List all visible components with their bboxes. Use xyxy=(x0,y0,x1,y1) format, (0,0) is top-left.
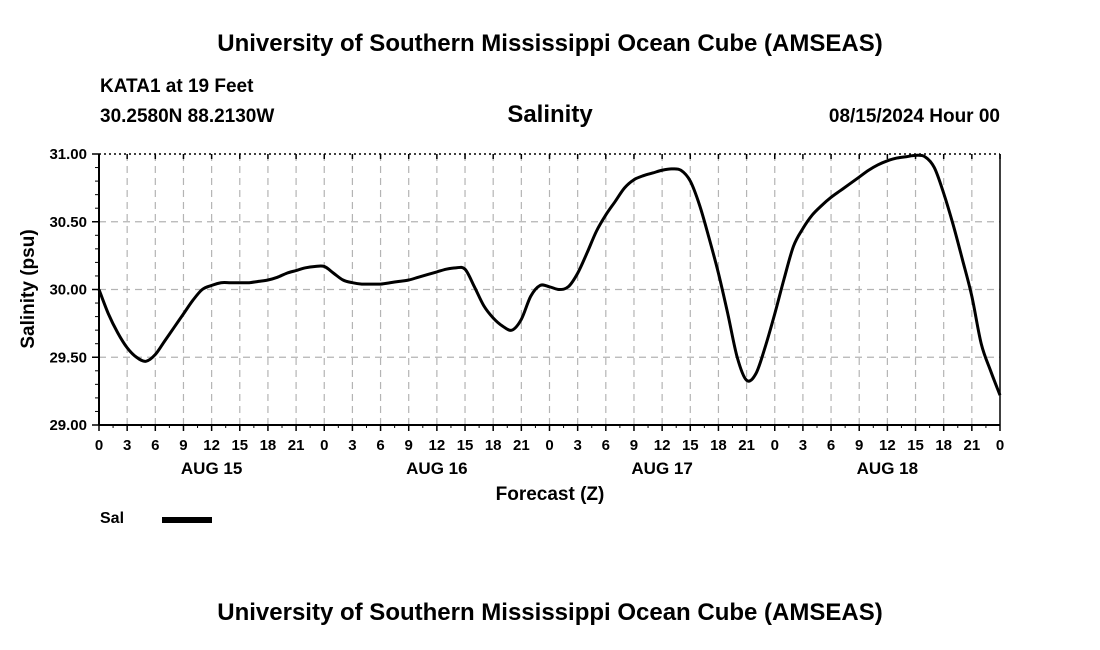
x-tick-label: 12 xyxy=(429,437,446,454)
station-coordinates: 30.2580N 88.2130W xyxy=(100,106,275,127)
y-tick-label: 31.00 xyxy=(49,146,87,163)
x-tick-label: 21 xyxy=(288,437,305,454)
x-tick-label: 9 xyxy=(855,437,863,454)
x-tick-label: 21 xyxy=(513,437,530,454)
station-label: KATA1 at 19 Feet xyxy=(100,76,254,97)
x-tick-label: 18 xyxy=(485,437,502,454)
x-tick-label: 3 xyxy=(348,437,356,454)
x-tick-label: 15 xyxy=(907,437,924,454)
x-tick-label: 9 xyxy=(630,437,638,454)
x-tick-label: 9 xyxy=(405,437,413,454)
day-label: AUG 18 xyxy=(857,459,918,478)
x-tick-label: 0 xyxy=(545,437,553,454)
x-tick-label: 3 xyxy=(799,437,807,454)
x-tick-label: 12 xyxy=(879,437,896,454)
x-tick-label: 6 xyxy=(151,437,159,454)
x-tick-label: 6 xyxy=(827,437,835,454)
x-tick-label: 0 xyxy=(95,437,103,454)
x-tick-label: 21 xyxy=(738,437,755,454)
x-tick-label: 18 xyxy=(935,437,952,454)
y-tick-label: 30.50 xyxy=(49,214,87,231)
x-tick-label: 15 xyxy=(682,437,699,454)
x-tick-label: 21 xyxy=(964,437,981,454)
x-tick-label: 0 xyxy=(771,437,779,454)
x-tick-label: 3 xyxy=(123,437,131,454)
footer-title: University of Southern Mississippi Ocean… xyxy=(217,599,883,626)
grid xyxy=(99,154,1000,425)
series xyxy=(97,153,1002,396)
axes: 0 3 6 9 12 15 18 21 0 3 6 9 12 15 18 21 0 3 6 9 12 15 18 21 0 3 6 9… xyxy=(49,146,1004,478)
x-tick-label: 12 xyxy=(654,437,671,454)
x-tick-label: 6 xyxy=(376,437,384,454)
day-label: AUG 17 xyxy=(631,459,692,478)
x-tick-label: 15 xyxy=(457,437,474,454)
day-label: AUG 15 xyxy=(181,459,242,478)
series-line-sal xyxy=(97,153,1002,396)
y-tick-label: 30.00 xyxy=(49,282,87,299)
chart-title: University of Southern Mississippi Ocean… xyxy=(217,30,883,57)
x-tick-label: 9 xyxy=(179,437,187,454)
day-label: AUG 16 xyxy=(406,459,467,478)
y-axis-label: Salinity (psu) xyxy=(18,229,39,348)
x-tick-label: 6 xyxy=(602,437,610,454)
x-tick-label: 12 xyxy=(203,437,220,454)
x-tick-label: 0 xyxy=(320,437,328,454)
x-tick-label: 18 xyxy=(710,437,727,454)
legend-label: Sal xyxy=(100,510,125,527)
y-tick-label: 29.50 xyxy=(49,349,87,366)
x-tick-label: 3 xyxy=(573,437,581,454)
variable-title: Salinity xyxy=(507,101,593,128)
y-tick-label: 29.00 xyxy=(49,417,87,434)
x-tick-label: 18 xyxy=(260,437,277,454)
legend-line-swatch xyxy=(162,517,212,523)
x-axis-label: Forecast (Z) xyxy=(496,484,605,505)
forecast-datetime: 08/15/2024 Hour 00 xyxy=(828,106,1000,127)
x-tick-label: 15 xyxy=(231,437,248,454)
x-tick-label: 0 xyxy=(996,437,1004,454)
